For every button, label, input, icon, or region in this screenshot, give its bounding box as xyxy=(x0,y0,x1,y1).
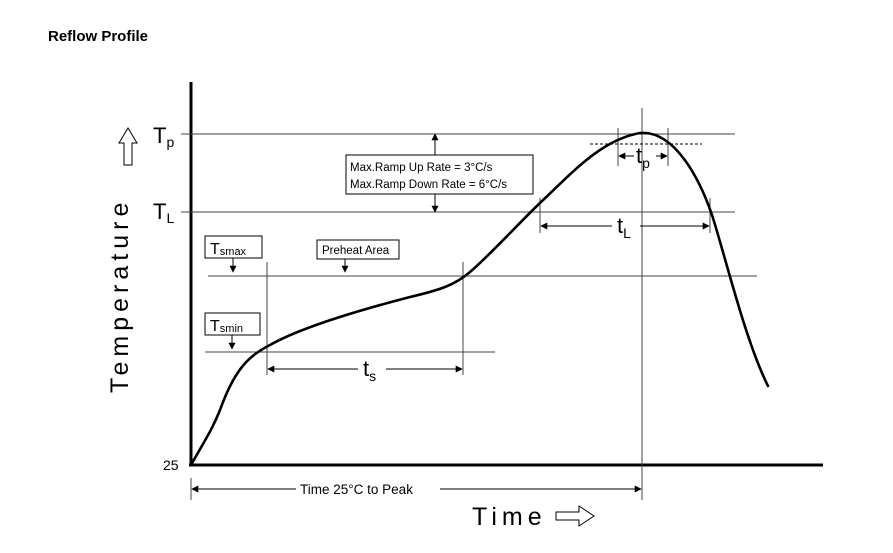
ramp-rate-box xyxy=(345,154,534,195)
tl-level-label: TL xyxy=(153,199,174,226)
ramp-down-label: Max.Ramp Down Rate = 6°C/s xyxy=(350,179,507,191)
tsmax-label: Tsmax xyxy=(210,241,247,258)
y-axis-label: Temperature xyxy=(106,198,134,393)
reflow-curve xyxy=(189,131,770,467)
ts-label: ts xyxy=(363,356,376,384)
x-axis-label: Time xyxy=(472,503,547,531)
preheat-box xyxy=(316,239,400,260)
tp-level-label: Tp xyxy=(153,123,174,150)
ramp-up-label: Max.Ramp Up Rate = 3°C/s xyxy=(350,162,493,174)
tp-duration-label: tp xyxy=(636,143,650,171)
tsmin-label: Tsmin xyxy=(210,318,243,335)
tl-duration-label: tL xyxy=(617,213,631,241)
hollow-arrow-icon xyxy=(555,505,595,527)
page-title: Reflow Profile xyxy=(48,28,149,45)
time-to-peak-label: Time 25°C to Peak xyxy=(300,482,413,497)
preheat-label: Preheat Area xyxy=(322,245,390,257)
origin-label: 25 xyxy=(163,457,179,473)
hollow-arrow-icon xyxy=(118,127,138,166)
